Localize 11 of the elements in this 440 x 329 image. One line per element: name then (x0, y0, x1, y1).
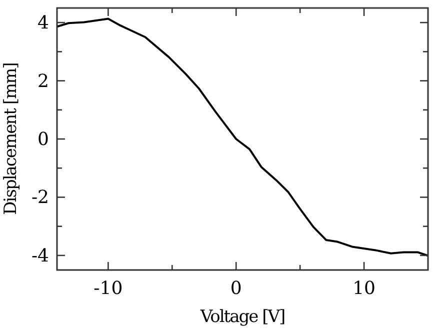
y-tick-label: -2 (31, 187, 49, 208)
y-tick-label: -4 (31, 245, 49, 266)
y-tick-label: 4 (38, 12, 49, 34)
line-series (56, 18, 429, 257)
x-tick-label: 0 (230, 278, 242, 299)
y-tick-label: 0 (38, 129, 49, 150)
y-axis-title: Displacement [mm] (1, 62, 21, 215)
y-tick-label: 2 (38, 70, 49, 92)
x-axis-title: Voltage [V] (199, 307, 285, 327)
x-tick-label: -10 (94, 278, 123, 299)
x-tick-label: 10 (352, 278, 376, 299)
